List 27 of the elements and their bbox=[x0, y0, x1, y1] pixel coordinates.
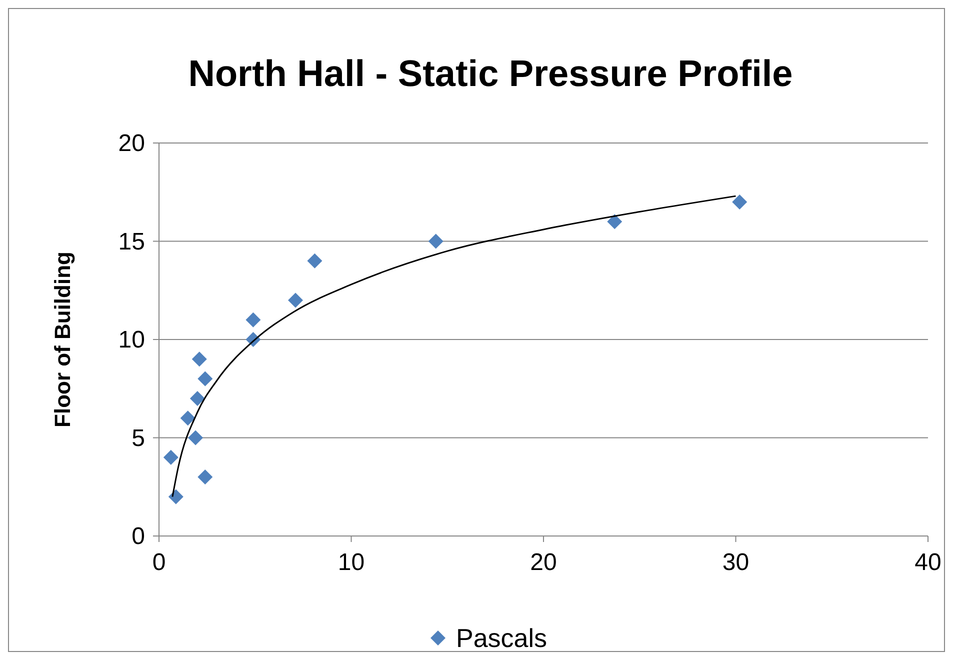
point bbox=[198, 470, 213, 485]
y-tick-label: 10 bbox=[118, 326, 145, 354]
point bbox=[168, 489, 184, 504]
y-axis-title: Floor of Building bbox=[50, 252, 75, 428]
point bbox=[163, 450, 178, 465]
point bbox=[192, 352, 207, 367]
point bbox=[307, 253, 322, 268]
y-tick-label: 0 bbox=[132, 523, 145, 550]
point bbox=[180, 410, 196, 426]
x-tick-label: 10 bbox=[338, 549, 365, 576]
x-tick-label: 40 bbox=[914, 549, 942, 576]
legend-label: Pascals bbox=[456, 623, 548, 653]
y-tick-label: 20 bbox=[118, 130, 145, 157]
y-tick-label: 5 bbox=[132, 424, 145, 452]
point bbox=[246, 312, 261, 328]
x-tick-label: 20 bbox=[530, 549, 557, 576]
point bbox=[428, 234, 444, 249]
point bbox=[188, 430, 204, 446]
chart-title: North Hall - Static Pressure Profile bbox=[188, 53, 793, 94]
x-tick-label: 30 bbox=[722, 549, 750, 576]
point bbox=[198, 371, 213, 386]
point bbox=[732, 194, 748, 210]
point bbox=[607, 214, 622, 230]
point bbox=[190, 390, 205, 406]
y-tick-label: 15 bbox=[118, 228, 145, 256]
point bbox=[288, 292, 303, 308]
x-tick-label: 0 bbox=[152, 549, 166, 576]
